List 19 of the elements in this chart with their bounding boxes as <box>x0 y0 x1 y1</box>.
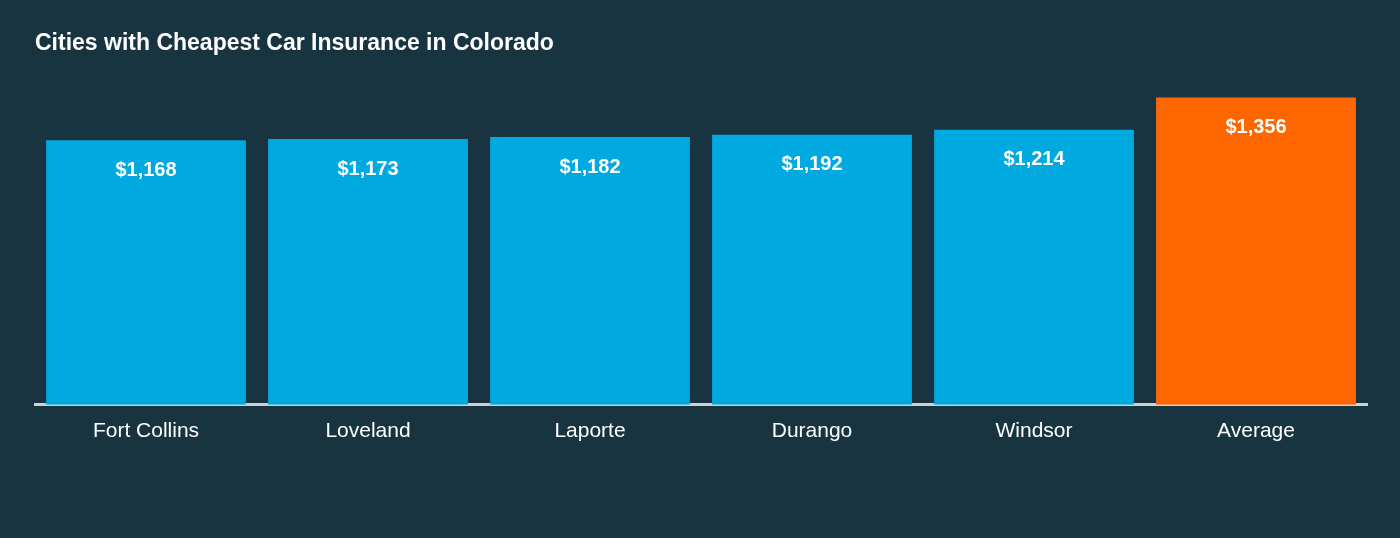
data-label: $1,182 <box>559 154 621 177</box>
bar <box>934 129 1134 405</box>
bar <box>46 140 246 405</box>
data-label: $1,168 <box>115 157 177 180</box>
bar <box>268 139 468 405</box>
data-label: $1,173 <box>337 156 399 179</box>
chart-title: Cities with Cheapest Car Insurance in Colorado <box>35 29 554 56</box>
data-label: $1,214 <box>1003 147 1066 170</box>
bar <box>1156 97 1356 405</box>
x-tick-label: Loveland <box>325 418 411 442</box>
x-tick-label: Fort Collins <box>92 418 200 442</box>
bar <box>712 134 912 405</box>
bar <box>490 136 690 405</box>
x-tick-label: Durango <box>771 418 853 442</box>
data-label: $1,192 <box>781 152 843 175</box>
data-label: $1,356 <box>1225 115 1287 138</box>
x-tick-label: Windsor <box>995 418 1073 442</box>
x-tick-label: Average <box>1217 418 1295 442</box>
x-tick-label: Laporte <box>554 418 626 442</box>
